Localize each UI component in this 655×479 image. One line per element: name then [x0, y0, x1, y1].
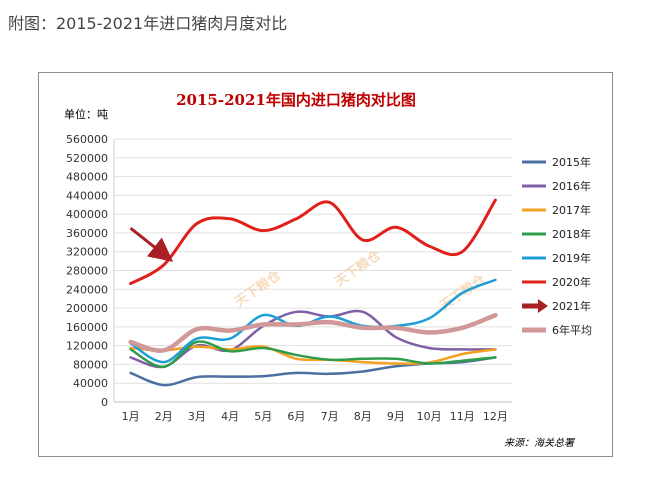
legend: 2015年 2016年 2017年 2018年 2019年 2020年 2021年 6年平均 — [522, 155, 592, 337]
source-note: 来源：海关总署 — [504, 437, 575, 449]
y-tick-label: 360000 — [66, 227, 108, 240]
y-tick-label: 120000 — [66, 340, 108, 353]
x-tick-label: 12月 — [483, 410, 508, 423]
watermark-text: 天下粮仓 — [332, 247, 385, 291]
chart-title: 2015-2021年国内进口猪肉对比图 — [176, 91, 416, 109]
legend-swatch-arrow — [522, 299, 548, 313]
chart: 2015-2021年国内进口猪肉对比图 单位：吨 来源：海关总署 天下粮仓 天下粮… — [64, 91, 592, 449]
legend-label: 2021年 — [552, 299, 591, 313]
y-tick-label: 560000 — [66, 133, 108, 146]
y-tick-label: 440000 — [66, 189, 108, 202]
x-tick-label: 8月 — [354, 410, 372, 423]
x-tick-label: 10月 — [417, 410, 442, 423]
x-tick-label: 11月 — [450, 410, 475, 423]
y-tick-label: 0 — [101, 396, 108, 409]
y-tick-label: 520000 — [66, 152, 108, 165]
y-tick-label: 320000 — [66, 246, 108, 259]
series-6yr-avg-line — [128, 312, 498, 353]
y-unit-label: 单位：吨 — [64, 107, 108, 121]
x-tick-label: 5月 — [254, 410, 272, 423]
page-caption: 附图：2015-2021年进口猪肉月度对比 — [8, 14, 288, 33]
x-tick-label: 3月 — [188, 410, 206, 423]
y-tick-label: 80000 — [73, 358, 108, 371]
y-tick-label: 40000 — [73, 377, 108, 390]
y-tick-label: 280000 — [66, 265, 108, 278]
x-axis: 1月 2月 3月 4月 5月 6月 7月 8月 9月 10月 11月 12月 — [122, 410, 508, 423]
legend-label: 2015年 — [552, 155, 591, 169]
x-tick-label: 2月 — [155, 410, 173, 423]
y-tick-label: 240000 — [66, 283, 108, 296]
legend-label: 6年平均 — [552, 323, 592, 337]
legend-label: 2018年 — [552, 227, 591, 241]
legend-label: 2020年 — [552, 275, 591, 289]
x-tick-label: 9月 — [387, 410, 405, 423]
legend-label: 2016年 — [552, 179, 591, 193]
series-2015-line — [129, 356, 497, 387]
y-tick-label: 160000 — [66, 321, 108, 334]
y-axis: 0 40000 80000 120000 160000 200000 240000 28000… — [66, 133, 512, 409]
series-2021-arrow — [129, 227, 174, 262]
x-tick-label: 6月 — [287, 410, 305, 423]
legend-label: 2019年 — [552, 251, 591, 265]
legend-label: 2017年 — [552, 203, 591, 217]
y-tick-label: 200000 — [66, 302, 108, 315]
y-tick-label: 480000 — [66, 171, 108, 184]
series-lines — [128, 198, 498, 387]
chart-frame — [38, 72, 613, 457]
series-2020-line — [129, 198, 497, 286]
x-tick-label: 7月 — [321, 410, 339, 423]
series-2018-line — [129, 340, 497, 369]
y-tick-label: 400000 — [66, 208, 108, 221]
watermark-text: 天下粮仓 — [232, 267, 285, 311]
x-tick-label: 4月 — [221, 410, 239, 423]
x-tick-label: 1月 — [122, 410, 140, 423]
series-2017-line — [129, 345, 497, 365]
